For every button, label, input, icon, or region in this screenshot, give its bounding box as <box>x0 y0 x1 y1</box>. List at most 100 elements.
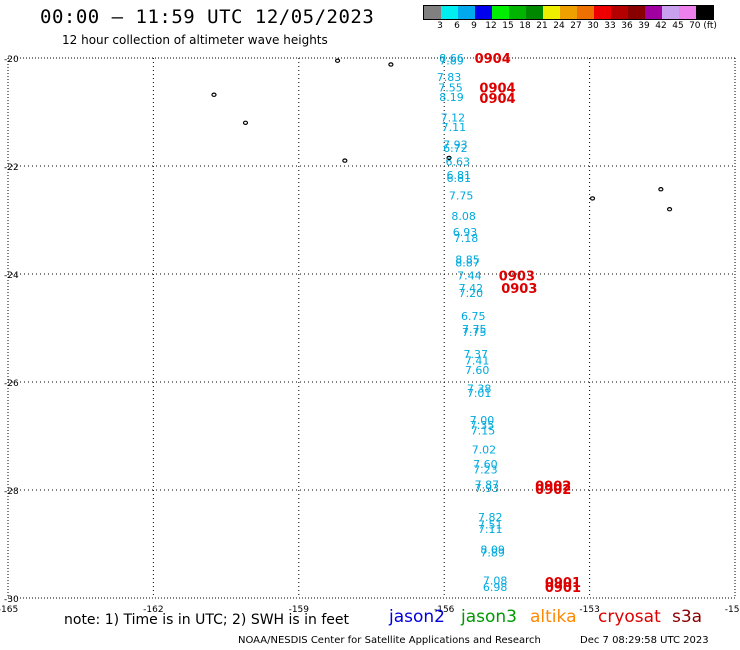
swh-value-label: 7.42 <box>459 282 484 295</box>
map-grid <box>7 57 736 599</box>
swh-value-label: 8.08 <box>451 210 476 223</box>
lat-tick-label: -22 <box>4 163 19 173</box>
swh-value-label: 7.02 <box>472 444 497 457</box>
swh-value-label: 6.63 <box>446 156 471 169</box>
lon-tick-label: -165 <box>0 605 18 615</box>
lat-tick-label: -30 <box>4 595 19 605</box>
footer-timestamp: Dec 7 08:29:58 UTC 2023 <box>580 635 709 646</box>
satellite-cryosat: cryosat <box>598 607 661 627</box>
island-outline <box>211 92 217 97</box>
color-legend <box>423 5 714 20</box>
swh-value-label: 7.08 <box>483 575 508 588</box>
lon-tick-label: -159 <box>289 605 310 615</box>
lat-tick-label: -26 <box>4 379 19 389</box>
swh-value-label: 8.66 <box>439 52 464 65</box>
legend-swatch <box>424 6 441 19</box>
units-note: note: 1) Time is in UTC; 2) SWH is in fe… <box>64 612 350 628</box>
swh-value-label: 8.85 <box>455 253 480 266</box>
island-outline <box>446 155 452 161</box>
satellite-jason3: jason3 <box>461 607 517 627</box>
swh-value-label: 7.75 <box>462 326 487 339</box>
legend-swatch <box>594 6 611 19</box>
swh-value-label: 6.98 <box>483 581 508 594</box>
legend-swatch <box>526 6 543 19</box>
legend-label: 3 <box>437 21 443 31</box>
swh-value-label: 6.75 <box>461 310 486 323</box>
swh-value-label: 7.35 <box>470 419 495 432</box>
swh-value-label: 8.09 <box>480 543 505 556</box>
legend-swatch <box>645 6 662 19</box>
legend-label: 45 <box>672 21 684 31</box>
legend-swatch <box>475 6 492 19</box>
swh-value-label: 7.11 <box>478 523 503 536</box>
swh-value-label: 7.93 <box>475 482 500 495</box>
legend-label: 9 <box>471 21 477 31</box>
legend-label: 27 <box>570 21 582 31</box>
legend-swatch <box>543 6 560 19</box>
lat-tick-label: -28 <box>4 487 19 497</box>
swh-values: 8.667.897.837.558.197.127.117.936.726.63… <box>437 52 508 594</box>
swh-value-label: 7.60 <box>465 364 490 377</box>
legend-swatch <box>458 6 475 19</box>
footer-credit: NOAA/NESDIS Center for Satellite Applica… <box>238 635 541 646</box>
swh-value-label: 7.51 <box>478 519 503 532</box>
swh-value-label: 7.01 <box>467 387 492 400</box>
swh-value-label: 7.75 <box>449 190 474 203</box>
island-outline <box>658 187 664 192</box>
swh-value-label: 7.20 <box>459 287 484 300</box>
pass-time-label: 0904 <box>475 52 511 67</box>
legend-label: 70 (ft) <box>689 21 717 31</box>
legend-label: 12 <box>485 21 497 31</box>
legend-swatch <box>679 6 696 19</box>
swh-value-label: 6.81 <box>446 172 471 185</box>
legend-label: 24 <box>553 21 565 31</box>
swh-value-label: 7.37 <box>463 348 488 361</box>
legend-swatch <box>492 6 509 19</box>
pass-time-label: 0903 <box>499 270 535 285</box>
map-islands <box>211 58 673 212</box>
legend-label: 21 <box>536 21 548 31</box>
swh-value-label: 7.15 <box>471 425 496 438</box>
pass-time-label: 0902 <box>535 480 571 495</box>
pass-time-label: 0901 <box>545 576 581 591</box>
swh-value-label: 7.83 <box>437 71 462 84</box>
swh-value-label: 6.81 <box>446 169 471 182</box>
pass-time-label: 0902 <box>535 483 571 498</box>
swh-value-label: 7.89 <box>480 547 505 560</box>
lon-tick-label: -153 <box>579 605 599 615</box>
legend-label: 33 <box>604 21 616 31</box>
swh-value-label: 7.44 <box>457 270 482 283</box>
legend-label: 6 <box>454 21 460 31</box>
swh-value-label: 7.23 <box>473 463 498 476</box>
legend-label: 42 <box>655 21 667 31</box>
legend-swatch <box>628 6 645 19</box>
page-subtitle: 12 hour collection of altimeter wave hei… <box>62 33 328 47</box>
legend-swatch <box>696 6 713 19</box>
lat-tick-label: -20 <box>4 55 19 65</box>
legend-label: 15 <box>502 21 514 31</box>
swh-value-label: 7.82 <box>478 511 503 524</box>
page-title: 00:00 — 11:59 UTC 12/05/2023 <box>40 6 375 28</box>
island-outline <box>589 196 596 201</box>
satellite-altika: altika <box>530 607 577 627</box>
lat-tick-label: -24 <box>4 271 19 281</box>
satellite-s3a: s3a <box>672 607 703 627</box>
swh-value-label: 6.72 <box>443 142 468 155</box>
legend-swatch <box>441 6 458 19</box>
map-tick-labels: -165 -162 -159 -156 -153 -150 -20 -22 -24 -26 -28 -… <box>0 55 740 615</box>
swh-value-label: 7.89 <box>439 55 464 68</box>
swh-value-label: 6.93 <box>453 226 478 239</box>
lon-tick-label: -156 <box>434 605 455 615</box>
swh-value-label: 7.12 <box>441 111 466 124</box>
island-outline <box>342 158 348 163</box>
island-outline <box>334 58 341 63</box>
swh-value-label: 7.11 <box>442 121 467 134</box>
island-outline <box>242 120 249 126</box>
swh-value-label: 7.55 <box>438 82 463 95</box>
legend-swatch <box>611 6 628 19</box>
swh-value-label: 8.19 <box>439 91 464 104</box>
legend-label: 30 <box>587 21 599 31</box>
legend-swatch <box>577 6 594 19</box>
